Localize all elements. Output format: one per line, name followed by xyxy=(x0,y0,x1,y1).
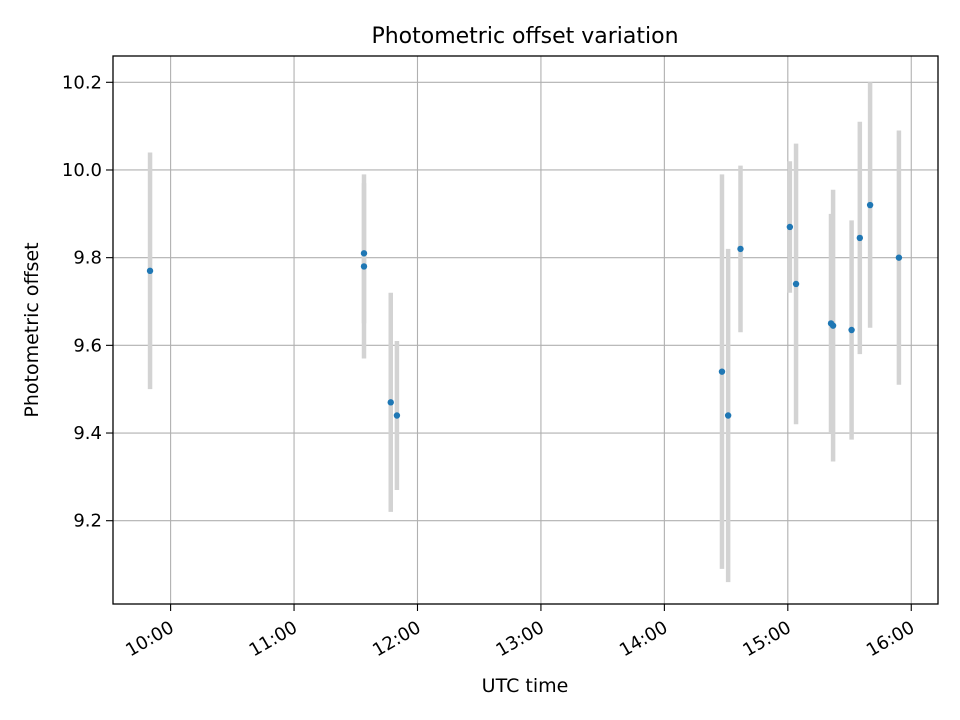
data-point xyxy=(387,399,394,406)
data-point xyxy=(848,326,855,334)
data-point xyxy=(360,263,368,270)
data-point xyxy=(856,234,864,242)
data-point xyxy=(360,250,368,257)
data-point xyxy=(895,254,903,261)
data-point xyxy=(393,412,401,419)
x-tick-label: 14:00 xyxy=(616,617,671,661)
x-axis-label: UTC time xyxy=(482,675,569,697)
x-axis: 10:00 11:00 12:00 13:00 14:00 15:00 16:00 xyxy=(122,604,918,661)
data-point xyxy=(786,223,794,231)
data-point xyxy=(866,201,874,209)
chart-title: Photometric offset variation xyxy=(371,24,678,49)
x-tick-label: 13:00 xyxy=(493,617,548,661)
y-tick-label: 9.8 xyxy=(73,248,102,269)
y-tick-label: 10.2 xyxy=(62,72,102,93)
y-tick-label: 9.2 xyxy=(73,511,102,532)
x-tick-label: 10:00 xyxy=(122,617,177,661)
y-axis: 9.2 9.4 9.6 9.8 10.0 10.2 xyxy=(62,72,113,532)
error-bars xyxy=(147,82,902,583)
data-point xyxy=(737,245,744,253)
y-tick-label: 9.4 xyxy=(73,423,102,444)
x-tick-label: 15:00 xyxy=(739,617,794,661)
y-tick-label: 9.6 xyxy=(73,335,102,356)
x-tick-label: 16:00 xyxy=(863,617,918,661)
data-point xyxy=(718,368,726,375)
x-tick-label: 12:00 xyxy=(369,617,424,661)
data-point xyxy=(792,280,800,288)
data-point xyxy=(724,412,732,419)
data-point xyxy=(146,267,154,275)
plot-area-frame xyxy=(112,55,939,605)
x-tick-label: 11:00 xyxy=(246,617,301,661)
y-axis-label: Photometric offset xyxy=(21,242,43,417)
grid xyxy=(113,56,938,604)
data-point xyxy=(829,322,837,329)
y-tick-label: 10.0 xyxy=(62,160,102,181)
data-points xyxy=(146,201,903,419)
